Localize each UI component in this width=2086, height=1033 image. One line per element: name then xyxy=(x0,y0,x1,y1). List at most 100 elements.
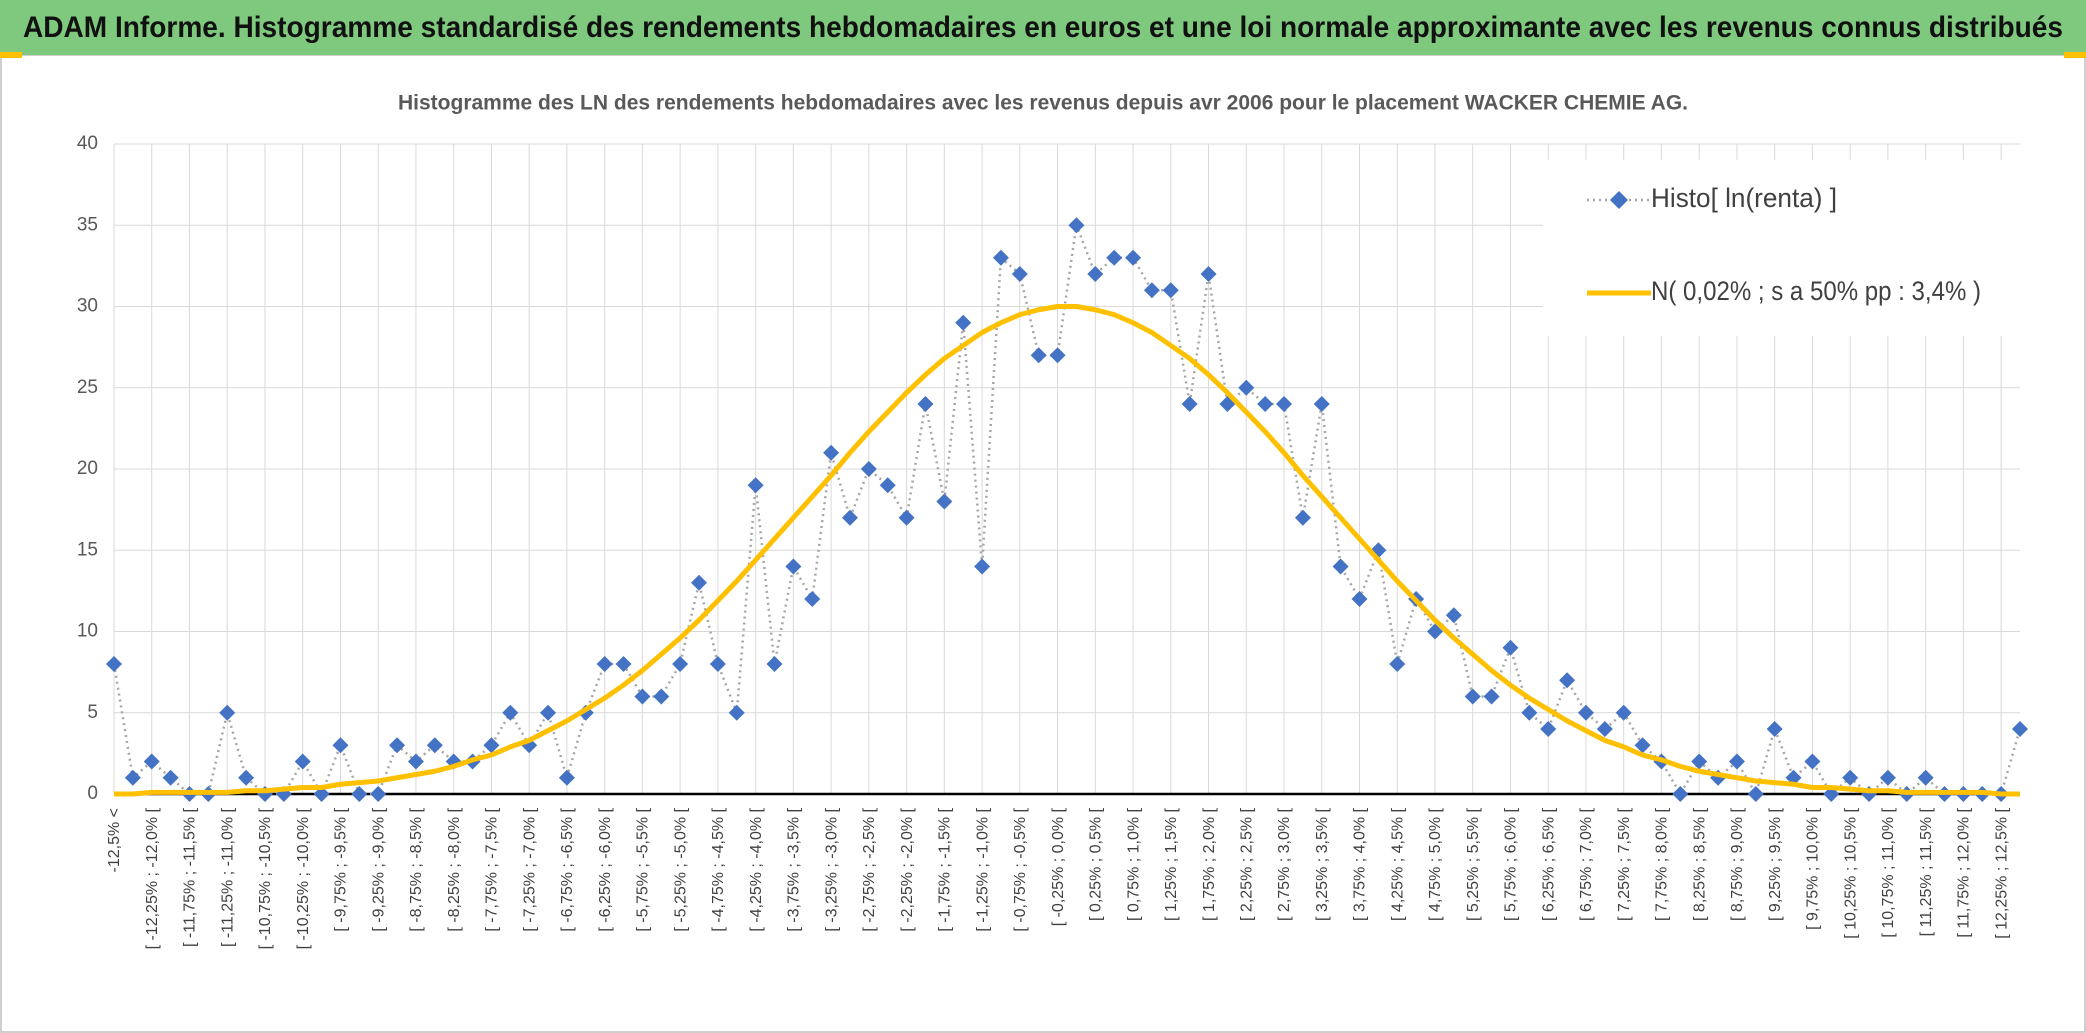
data-point xyxy=(1691,753,1708,770)
legend-box xyxy=(1543,160,2020,336)
x-tick-label: -12,5% < xyxy=(106,808,123,872)
x-tick-label: [ 2,75% ; 3,0% [ xyxy=(1276,807,1293,921)
data-point xyxy=(294,753,311,770)
data-point xyxy=(1559,672,1576,689)
y-tick-label: 0 xyxy=(87,783,98,804)
data-point xyxy=(955,314,972,331)
x-tick-label: [ 10,75% ; 11,0% [ xyxy=(1880,807,1897,937)
data-point xyxy=(823,444,840,461)
data-point xyxy=(351,786,368,802)
data-point xyxy=(691,574,708,591)
data-point xyxy=(1162,282,1179,299)
data-point xyxy=(747,477,764,494)
data-point xyxy=(1257,396,1274,412)
y-tick-label: 10 xyxy=(77,621,98,642)
data-point xyxy=(785,558,802,575)
data-point xyxy=(483,737,500,754)
data-point xyxy=(1917,769,1934,786)
x-tick-label: [ -6,25% ; -6,0% [ xyxy=(597,807,614,931)
x-tick-label: [ -8,75% ; -8,5% [ xyxy=(408,807,425,931)
data-point xyxy=(143,753,160,770)
x-tick-label: [ 9,75% ; 10,0% [ xyxy=(1805,807,1822,929)
data-point xyxy=(1540,721,1557,737)
y-tick-label: 20 xyxy=(77,458,98,479)
x-tick-label: [ 6,25% ; 6,5% [ xyxy=(1540,807,1557,921)
data-point xyxy=(1011,266,1028,282)
data-point xyxy=(936,493,953,510)
x-tick-label: [ 5,75% ; 6,0% [ xyxy=(1503,807,1520,921)
data-point xyxy=(1766,721,1783,737)
data-point xyxy=(1502,639,1519,656)
data-point xyxy=(540,704,557,721)
y-tick-label: 35 xyxy=(77,214,98,235)
data-point xyxy=(1615,704,1632,721)
x-tick-label: [ -1,75% ; -1,5% [ xyxy=(937,807,954,931)
corner-mark xyxy=(0,52,22,58)
x-tick-label: [ -4,75% ; -4,5% [ xyxy=(710,807,727,931)
x-tick-label: [ 8,25% ; 8,5% [ xyxy=(1691,807,1708,921)
x-tick-label: [ -2,75% ; -2,5% [ xyxy=(861,807,878,931)
data-point xyxy=(426,737,443,754)
data-point xyxy=(1276,396,1293,412)
y-tick-label: 5 xyxy=(87,702,98,723)
data-point xyxy=(615,656,632,672)
data-point xyxy=(841,509,858,526)
data-point xyxy=(1332,558,1349,575)
x-tick-label: [ 12,25% ; 12,5% [ xyxy=(1993,807,2010,938)
x-tick-label: [ 10,25% ; 10,5% [ xyxy=(1842,807,1859,938)
data-point xyxy=(1842,769,1859,786)
data-point xyxy=(370,786,387,802)
data-point xyxy=(238,769,255,786)
data-point xyxy=(709,656,726,672)
data-point xyxy=(1879,769,1896,786)
x-tick-label: [ 11,25% ; 11,5% [ xyxy=(1918,807,1935,936)
x-tick-label: [ -1,25% ; -1,0% [ xyxy=(974,807,991,931)
data-point xyxy=(860,461,877,477)
data-point xyxy=(162,769,179,786)
data-point xyxy=(728,704,745,721)
x-tick-label: [ -11,75% ; -11,5% [ xyxy=(182,807,199,947)
data-point xyxy=(1294,509,1311,526)
corner-mark xyxy=(2064,52,2086,58)
data-point xyxy=(1804,753,1821,770)
data-point xyxy=(1464,688,1481,705)
data-point xyxy=(1577,704,1594,721)
x-tick-label: [ 1,25% ; 1,5% [ xyxy=(1163,807,1180,921)
title-bar xyxy=(0,0,2086,55)
data-point xyxy=(917,396,934,412)
x-tick-label: [ 7,25% ; 7,5% [ xyxy=(1616,807,1633,921)
x-tick-label: [ 3,75% ; 4,0% [ xyxy=(1352,807,1369,921)
data-point xyxy=(1634,737,1651,754)
x-tick-label: [ 0,25% ; 0,5% [ xyxy=(1088,807,1105,921)
data-point xyxy=(1728,753,1745,770)
x-tick-label: [ 1,75% ; 2,0% [ xyxy=(1201,807,1218,921)
x-tick-label: [ -11,25% ; -11,0% [ xyxy=(219,807,236,947)
x-tick-label: [ -9,75% ; -9,5% [ xyxy=(333,807,350,931)
data-point xyxy=(1181,396,1198,412)
data-point xyxy=(502,704,519,721)
x-tick-label: [ -5,75% ; -5,5% [ xyxy=(635,807,652,931)
data-point xyxy=(332,737,349,754)
x-tick-label: [ -2,25% ; -2,0% [ xyxy=(899,807,916,931)
x-tick-label: [ 7,75% ; 8,0% [ xyxy=(1654,807,1671,921)
data-point xyxy=(672,656,689,672)
data-point xyxy=(898,509,915,526)
x-tick-label: [ -0,25% ; 0,0% [ xyxy=(1050,807,1067,926)
data-point xyxy=(879,477,896,494)
y-tick-label: 30 xyxy=(77,296,98,317)
y-tick-label: 40 xyxy=(77,133,98,154)
x-tick-label: [ 11,75% ; 12,0% [ xyxy=(1956,807,1973,937)
data-point xyxy=(2012,721,2028,737)
series-line xyxy=(114,304,2020,797)
data-point xyxy=(558,769,575,786)
chart-title: ADAM Informe. Histogramme standardisé de… xyxy=(23,11,2063,44)
data-point xyxy=(596,656,613,672)
x-tick-label: [ -8,25% ; -8,0% [ xyxy=(446,807,463,931)
x-tick-label: [ 2,25% ; 2,5% [ xyxy=(1238,807,1255,921)
x-tick-label: [ 0,75% ; 1,0% [ xyxy=(1125,807,1142,921)
data-point xyxy=(407,753,424,770)
data-point xyxy=(1106,249,1123,266)
x-tick-label: [ 8,75% ; 9,0% [ xyxy=(1729,807,1746,921)
data-point xyxy=(974,558,991,575)
